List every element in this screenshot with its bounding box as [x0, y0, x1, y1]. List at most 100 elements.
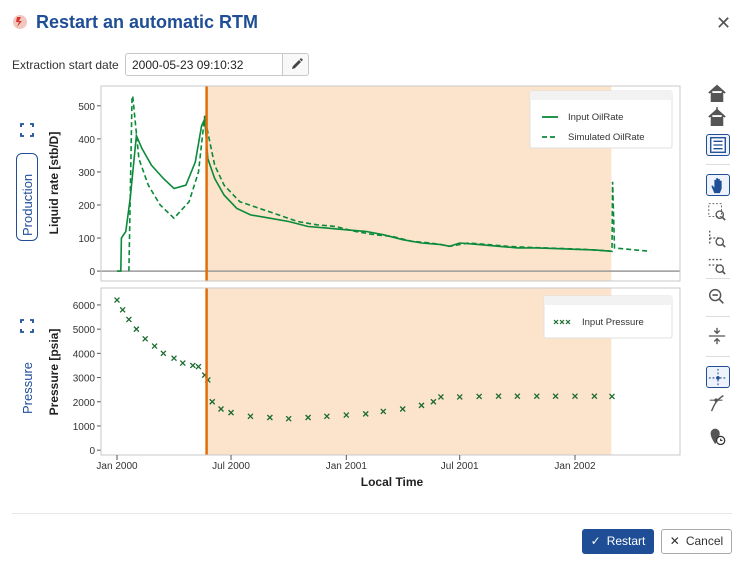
cancel-label: Cancel: [685, 534, 724, 548]
y-tick-label: 300: [78, 168, 95, 179]
y-tick-label: 3000: [73, 374, 96, 385]
pressure-point: [609, 393, 615, 400]
restart-label: Restart: [606, 534, 646, 548]
zoom-box-button[interactable]: [706, 201, 730, 223]
crosshair-icon: [708, 368, 728, 387]
pan-hand-button[interactable]: [706, 174, 730, 196]
pressure-point: [209, 398, 216, 405]
legend-label: Simulated OilRate: [568, 132, 645, 143]
legend-marker: [553, 319, 559, 325]
pressure-point: [533, 393, 540, 400]
x-tick-label: Jul 2001: [441, 461, 479, 472]
y-tick-label: 4000: [73, 349, 96, 360]
legend-header: [544, 296, 672, 305]
pressure-point: [552, 393, 559, 400]
pressure-point: [285, 415, 292, 422]
home-alt-icon: [708, 107, 726, 126]
toolbar-separator: [706, 316, 730, 317]
pin-clock-icon: [710, 428, 726, 446]
zoom-x-icon: [709, 230, 726, 248]
close-icon: ✕: [669, 534, 680, 548]
restart-button[interactable]: ✓ Restart: [582, 529, 654, 554]
home-icon: [708, 84, 726, 102]
y-tick-label: 2000: [73, 398, 96, 409]
pressure-point: [266, 414, 273, 421]
vertical-spread-button[interactable]: [706, 326, 730, 348]
pressure-point: [572, 393, 578, 400]
y-tick-label: 400: [78, 135, 95, 146]
pressure-point: [247, 413, 254, 420]
chart-area[interactable]: 0 100 200 300 400 500 Liquid rate [stb/D] Inp…: [0, 0, 739, 510]
pressure-point: [179, 360, 186, 366]
zoom-x-button[interactable]: [706, 228, 730, 250]
y-tick-label: 0: [89, 267, 95, 278]
pressure-panel: 0 1000 2000 3000 4000 5000 6000 Pressure [psia…: [47, 287, 681, 489]
pressure-point: [323, 413, 330, 420]
pressure-point: [514, 393, 521, 400]
zoom-out-icon: [709, 288, 724, 304]
y-tick-label: 0: [89, 446, 95, 457]
x-tick-label: Jul 2000: [212, 461, 250, 472]
vertical-spread-icon: [708, 327, 726, 345]
toolbar-separator: [706, 278, 730, 279]
pencil-icon: [292, 58, 303, 69]
pressure-point: [362, 410, 369, 417]
y-tick-label: 100: [78, 234, 95, 245]
pressure-point: [133, 326, 140, 333]
check-icon: ✓: [590, 534, 601, 548]
pressure-point: [195, 363, 202, 370]
zoom-y-icon: [708, 258, 726, 275]
pin-clock-button[interactable]: [706, 425, 730, 447]
pressure-point: [418, 402, 425, 409]
extraction-start-label: Extraction start date: [12, 58, 119, 72]
legend-header: [530, 91, 672, 100]
expand-production-icon[interactable]: [20, 123, 34, 137]
pressure-point: [399, 406, 406, 412]
pressure-point: [218, 406, 224, 412]
close-icon[interactable]: ✕: [716, 13, 732, 33]
pressure-point: [228, 409, 234, 416]
edit-date-button[interactable]: [282, 53, 309, 76]
x-axis-label: Local Time: [361, 475, 424, 489]
pressure-point: [437, 393, 444, 400]
y-tick-label: 6000: [73, 301, 96, 312]
expand-pressure-icon[interactable]: [20, 319, 34, 333]
pressure-point: [456, 393, 463, 400]
x-tick-label: Jan 2002: [554, 461, 596, 472]
production-panel: 0 100 200 300 400 500 Liquid rate [stb/D] Inp…: [47, 85, 681, 282]
legend-button[interactable]: [706, 134, 730, 156]
pressure-point: [430, 398, 437, 405]
production-tab[interactable]: [16, 153, 38, 241]
zoom-out-button[interactable]: [706, 286, 730, 308]
pressure-point: [142, 335, 149, 342]
y-axis-label-pressure: Pressure [psia]: [47, 329, 61, 416]
toolbar-separator: [706, 164, 730, 165]
pressure-point: [114, 297, 120, 304]
home-alt-button[interactable]: [706, 107, 730, 129]
rtm-logo-icon: [13, 15, 27, 29]
cancel-button[interactable]: ✕ Cancel: [661, 529, 732, 554]
dialog-title: Restart an automatic RTM: [36, 12, 259, 32]
legend-marker: [565, 319, 571, 325]
simulated-oilrate-line: [128, 95, 651, 272]
pressure-point: [343, 412, 350, 419]
tangent-icon: [709, 395, 724, 412]
zoom-y-button[interactable]: [706, 255, 730, 277]
pressure-point: [160, 350, 167, 357]
y-tick-label: 5000: [73, 325, 96, 336]
legend-icon: [710, 137, 726, 153]
x-tick-label: Jan 2001: [326, 461, 368, 472]
home-button[interactable]: [706, 83, 730, 105]
crosshair-button[interactable]: [706, 366, 730, 388]
pressure-point: [305, 414, 312, 421]
pressure-point: [591, 393, 598, 400]
pressure-point: [476, 393, 483, 400]
pressure-point: [125, 316, 132, 323]
tangent-button[interactable]: [706, 392, 730, 414]
pressure-point: [151, 343, 158, 350]
pressure-point: [119, 306, 126, 313]
pressure-point: [171, 355, 177, 362]
footer-divider: [12, 513, 732, 514]
x-tick-label: Jan 2000: [96, 461, 138, 472]
pan-hand-icon: [711, 177, 722, 194]
